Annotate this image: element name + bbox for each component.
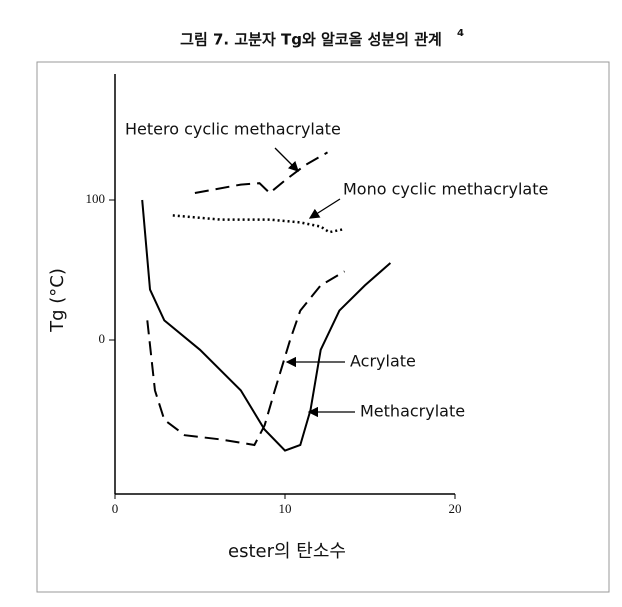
series-label: Hetero cyclic methacrylate [125, 120, 341, 139]
series-label: Acrylate [350, 352, 416, 371]
series-label: Methacrylate [360, 402, 465, 421]
x-tick-label: 0 [112, 501, 119, 516]
data-line [141, 199, 392, 452]
chart-title: 그림 7. 고분자 Tg와 알코올 성분의 관계 [180, 31, 442, 49]
x-tick-label: 10 [279, 501, 292, 516]
label-arrow [274, 147, 299, 172]
series-label: Mono cyclic methacrylate [343, 180, 548, 199]
data-line [194, 151, 328, 195]
label-arrow [308, 198, 341, 219]
x-axis-label: ester의 탄소수 [228, 541, 346, 562]
y-tick-label: 100 [86, 191, 106, 206]
data-line [172, 214, 344, 234]
title-footnote: 4 [457, 28, 464, 39]
frame [36, 61, 610, 593]
y-tick-label: 0 [99, 331, 106, 346]
data-line [146, 270, 346, 447]
x-tick-label: 20 [449, 501, 462, 516]
y-axis-label: Tg (°C) [47, 268, 68, 333]
